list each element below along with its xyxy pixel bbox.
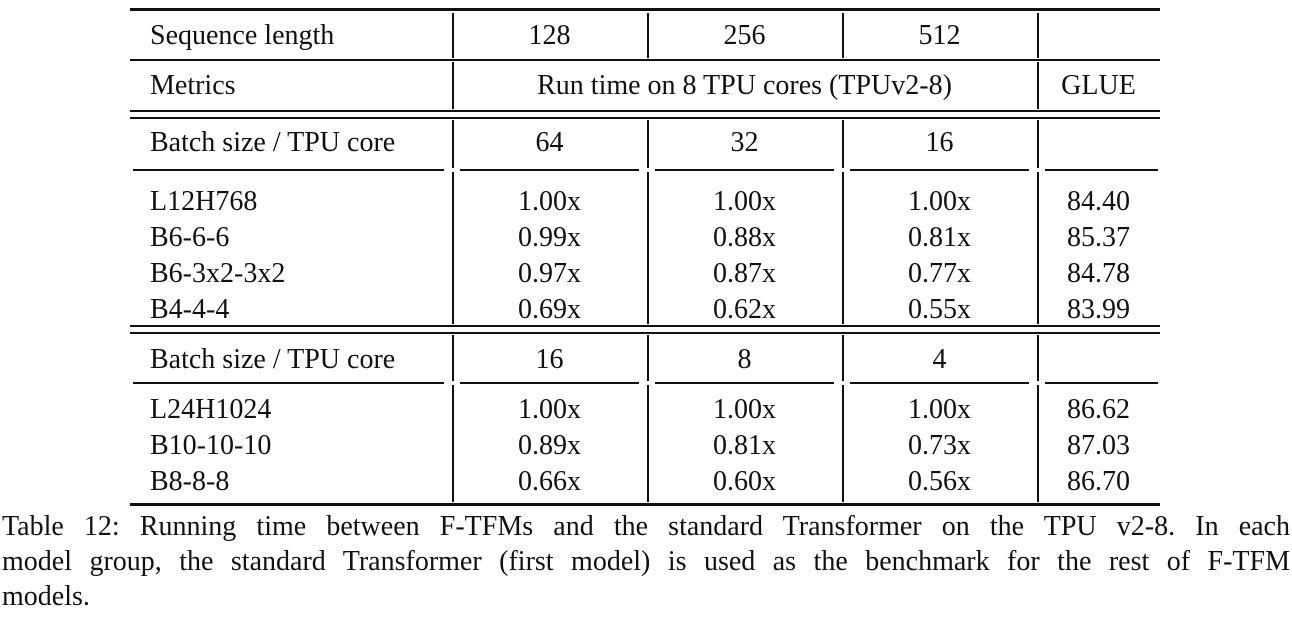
model-name: B6-6-6 — [150, 222, 230, 253]
runtime-value: 0.81x — [908, 222, 971, 253]
column-divider — [452, 62, 454, 109]
double-rule-a-lower — [130, 117, 1160, 119]
column-divider — [842, 13, 844, 58]
glue-value: 86.62 — [1067, 394, 1130, 425]
model-name: B10-10-10 — [150, 430, 272, 461]
runtime-value: 0.62x — [713, 294, 776, 325]
batch-value: 32 — [730, 127, 759, 158]
runtime-value: 0.66x — [518, 466, 581, 497]
seq-col-header-512: 512 — [918, 20, 961, 51]
model-name: L24H1024 — [150, 394, 272, 425]
glue-value: 84.78 — [1067, 258, 1130, 289]
column-divider — [647, 172, 649, 324]
seq-col-header-128: 128 — [528, 20, 571, 51]
column-divider — [647, 335, 649, 381]
runtime-value: 0.56x — [908, 466, 971, 497]
table-bottom-rule — [130, 503, 1160, 506]
runtime-value: 0.55x — [908, 294, 971, 325]
cmidrule-segment — [460, 169, 639, 171]
table-caption-line: Table 12: Running time between F-TFMs an… — [2, 511, 1290, 542]
column-divider — [1037, 335, 1039, 381]
column-divider — [1037, 120, 1039, 168]
cmidrule-segment — [133, 169, 444, 171]
batch-value: 16 — [925, 127, 954, 158]
batch-value: 4 — [932, 344, 947, 375]
runtime-value: 0.81x — [713, 430, 776, 461]
column-divider — [647, 13, 649, 58]
model-name: B8-8-8 — [150, 466, 230, 497]
column-divider — [842, 385, 844, 502]
model-name: B4-4-4 — [150, 294, 230, 325]
cmidrule-segment — [460, 382, 639, 384]
runtime-value: 1.00x — [518, 394, 581, 425]
column-divider — [1037, 13, 1039, 58]
glue-value: 86.70 — [1067, 466, 1130, 497]
table-caption-line: model group, the standard Transformer (f… — [2, 546, 1290, 577]
column-divider — [842, 172, 844, 324]
table-top-rule — [130, 8, 1160, 11]
batch-size-label: Batch size / TPU core — [150, 127, 396, 158]
runtime-value: 0.73x — [908, 430, 971, 461]
cmidrule-segment — [655, 382, 834, 384]
glue-value: 83.99 — [1067, 294, 1130, 325]
runtime-value: 1.00x — [908, 394, 971, 425]
glue-value: 84.40 — [1067, 186, 1130, 217]
cmidrule-segment — [1045, 169, 1158, 171]
batch-size-label: Batch size / TPU core — [150, 344, 396, 375]
column-divider — [452, 335, 454, 381]
column-divider — [1037, 172, 1039, 324]
sequence-length-label: Sequence length — [150, 20, 335, 51]
metrics-label: Metrics — [150, 70, 236, 101]
column-divider — [1037, 385, 1039, 502]
runtime-value: 0.97x — [518, 258, 581, 289]
runtime-value: 1.00x — [518, 186, 581, 217]
runtime-value: 0.88x — [713, 222, 776, 253]
runtime-value: 0.87x — [713, 258, 776, 289]
column-divider — [1037, 62, 1039, 109]
cmidrule-segment — [850, 382, 1029, 384]
runtime-value: 0.77x — [908, 258, 971, 289]
cmidrule-segment — [1045, 382, 1158, 384]
glue-value: 85.37 — [1067, 222, 1130, 253]
runtime-value: 1.00x — [713, 394, 776, 425]
runtime-value: 0.89x — [518, 430, 581, 461]
double-rule-b-upper — [130, 325, 1160, 327]
glue-value: 87.03 — [1067, 430, 1130, 461]
cmidrule-segment — [655, 169, 834, 171]
column-divider — [842, 335, 844, 381]
runtime-value: 0.99x — [518, 222, 581, 253]
double-rule-a-upper — [130, 110, 1160, 112]
column-divider — [647, 120, 649, 168]
runtime-value: 1.00x — [908, 186, 971, 217]
column-divider — [647, 385, 649, 502]
runtime-value: 0.69x — [518, 294, 581, 325]
runtime-header: Run time on 8 TPU cores (TPUv2-8) — [537, 70, 952, 101]
model-name: L12H768 — [150, 186, 258, 217]
runtime-value: 1.00x — [713, 186, 776, 217]
batch-value: 64 — [535, 127, 564, 158]
column-divider — [452, 120, 454, 168]
double-rule-b-lower — [130, 332, 1160, 334]
column-divider — [842, 120, 844, 168]
column-divider — [452, 13, 454, 58]
table-caption-line: models. — [2, 581, 90, 612]
column-divider — [452, 385, 454, 502]
column-divider — [452, 172, 454, 324]
cmidrule-segment — [133, 382, 444, 384]
glue-header: GLUE — [1061, 70, 1136, 101]
runtime-value: 0.60x — [713, 466, 776, 497]
seq-col-header-256: 256 — [723, 20, 766, 51]
model-name: B6-3x2-3x2 — [150, 258, 286, 289]
batch-value: 16 — [535, 344, 564, 375]
rule-under-sequence-row — [130, 59, 1160, 61]
batch-value: 8 — [737, 344, 752, 375]
cmidrule-segment — [850, 169, 1029, 171]
